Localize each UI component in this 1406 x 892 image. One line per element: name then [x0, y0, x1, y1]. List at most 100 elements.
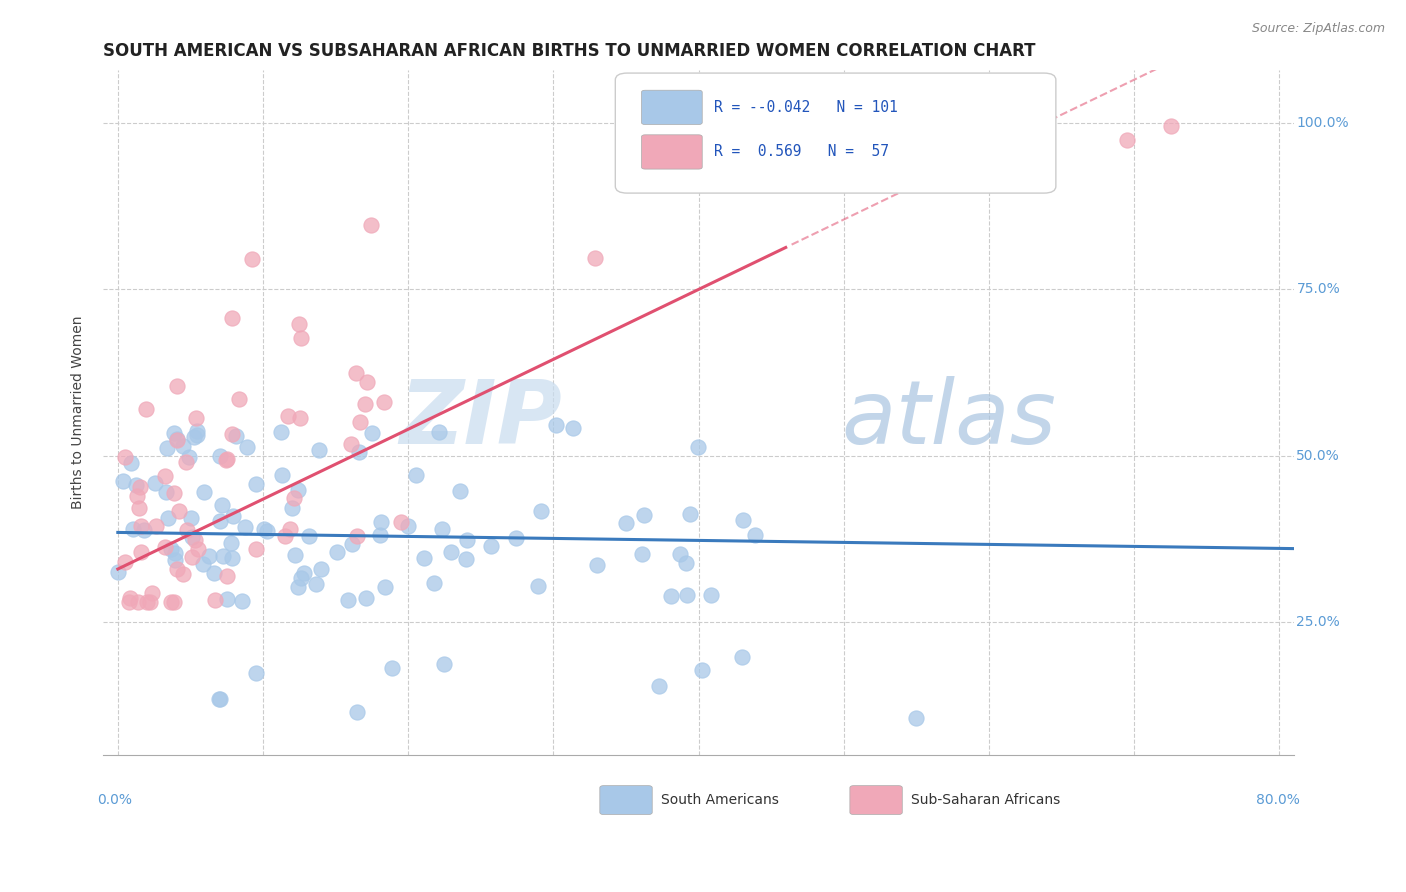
Text: 50.0%: 50.0% [1296, 449, 1340, 463]
Text: ZIP: ZIP [399, 376, 562, 463]
Point [215, 568, 238, 582]
Point [233, 519, 256, 533]
Point [128, 501, 150, 516]
Point [184, 533, 207, 548]
Point [585, 558, 607, 573]
Point [132, 523, 155, 537]
Point [180, 550, 202, 565]
Point [690, 664, 713, 678]
Point [174, 455, 197, 469]
Point [274, 529, 297, 543]
Point [128, 480, 150, 494]
Point [283, 491, 305, 505]
Point [179, 450, 201, 464]
Point [287, 483, 309, 497]
FancyBboxPatch shape [600, 786, 652, 814]
Point [120, 591, 142, 605]
Point [561, 420, 583, 434]
Point [904, 711, 927, 725]
Text: 0.0%: 0.0% [97, 793, 132, 807]
Point [125, 489, 148, 503]
Text: Sub-Saharan Africans: Sub-Saharan Africans [911, 793, 1060, 807]
Point [396, 519, 419, 533]
Point [208, 449, 231, 463]
Point [370, 516, 392, 530]
Text: 25.0%: 25.0% [1296, 615, 1340, 630]
Point [236, 440, 259, 454]
Point [277, 409, 299, 424]
Point [211, 498, 233, 512]
Point [356, 375, 378, 389]
Point [456, 533, 478, 547]
Point [180, 511, 202, 525]
Point [290, 571, 312, 585]
FancyBboxPatch shape [849, 786, 903, 814]
Point [129, 545, 152, 559]
Point [240, 252, 263, 266]
Text: atlas: atlas [842, 376, 1056, 462]
Point [326, 545, 349, 559]
Point [120, 456, 142, 470]
Point [336, 593, 359, 607]
Point [633, 508, 655, 523]
Text: SOUTH AMERICAN VS SUBSAHARAN AFRICAN BIRTHS TO UNMARRIED WOMEN CORRELATION CHART: SOUTH AMERICAN VS SUBSAHARAN AFRICAN BIR… [103, 42, 1036, 60]
Point [187, 542, 209, 557]
Point [186, 411, 208, 425]
Point [207, 692, 229, 706]
Point [675, 556, 697, 570]
Point [340, 436, 363, 450]
Point [221, 311, 243, 326]
Point [505, 531, 527, 545]
Point [129, 519, 152, 533]
Text: Source: ZipAtlas.com: Source: ZipAtlas.com [1251, 22, 1385, 36]
Point [225, 429, 247, 443]
Point [440, 545, 463, 559]
Point [349, 415, 371, 429]
Point [744, 528, 766, 542]
Point [344, 367, 367, 381]
Point [278, 522, 301, 536]
Point [122, 522, 145, 536]
Point [127, 595, 149, 609]
Text: R = --0.042   N = 101: R = --0.042 N = 101 [714, 100, 898, 115]
Point [118, 595, 141, 609]
Point [204, 593, 226, 607]
Point [349, 444, 371, 458]
Point [1160, 120, 1182, 134]
Point [155, 540, 177, 554]
Point [141, 586, 163, 600]
Point [202, 566, 225, 580]
Point [165, 545, 187, 559]
Point [309, 562, 332, 576]
Point [614, 516, 637, 530]
Point [544, 417, 567, 432]
Point [675, 588, 697, 602]
Point [281, 501, 304, 516]
Point [166, 562, 188, 576]
Point [423, 575, 446, 590]
Point [191, 558, 214, 572]
Point [166, 433, 188, 447]
Point [114, 450, 136, 464]
Point [1116, 132, 1139, 146]
Point [298, 529, 321, 543]
Point [340, 537, 363, 551]
Point [245, 542, 267, 557]
Point [183, 430, 205, 444]
Point [145, 518, 167, 533]
Point [699, 588, 721, 602]
Text: 80.0%: 80.0% [1256, 793, 1301, 807]
Point [219, 535, 242, 549]
Point [413, 551, 436, 566]
Point [427, 425, 450, 439]
Point [135, 595, 157, 609]
Point [405, 467, 427, 482]
Point [208, 691, 231, 706]
Y-axis label: Births to Unmarried Women: Births to Unmarried Women [72, 316, 86, 509]
Point [176, 523, 198, 537]
Point [583, 251, 606, 265]
Text: 100.0%: 100.0% [1296, 116, 1348, 130]
Point [389, 516, 412, 530]
Point [167, 504, 190, 518]
Point [292, 566, 315, 580]
